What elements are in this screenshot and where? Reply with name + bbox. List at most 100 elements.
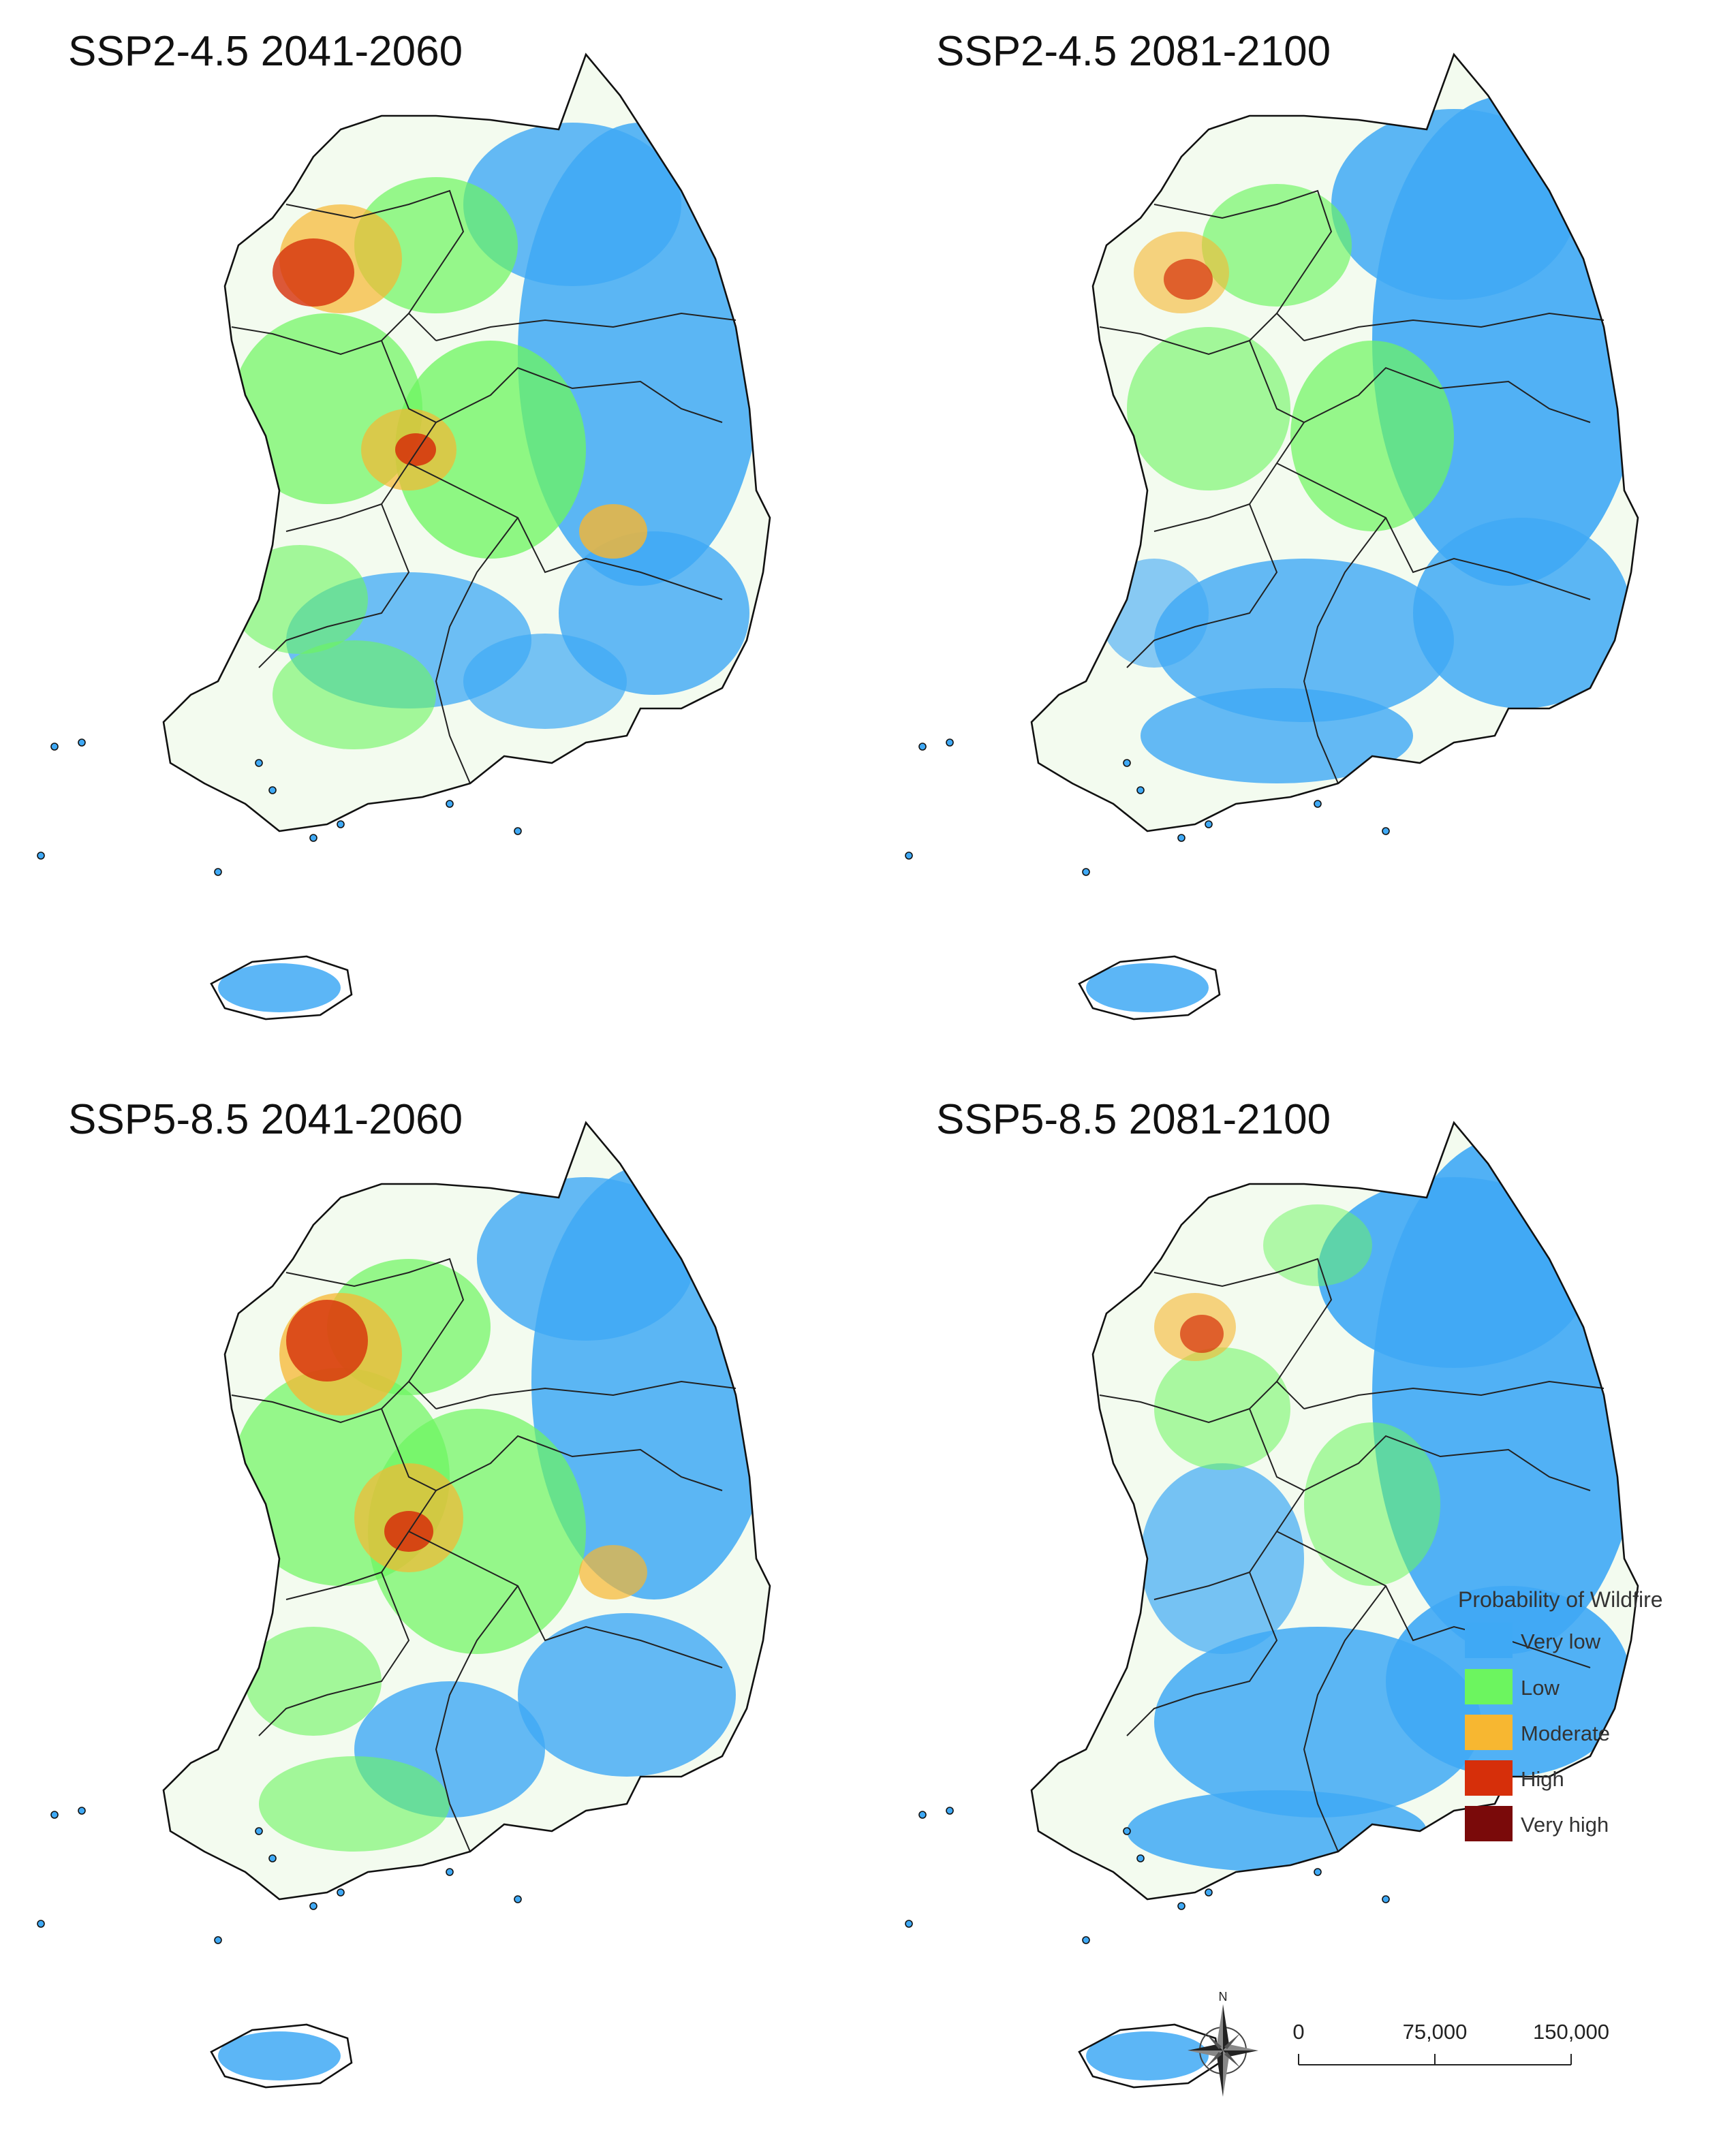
- island: [1123, 759, 1131, 767]
- legend-label: Very low: [1521, 1629, 1601, 1653]
- coastline: [162, 52, 771, 832]
- island: [1382, 827, 1390, 835]
- province-border: [1153, 189, 1333, 341]
- island: [309, 1902, 317, 1910]
- province-border: [1303, 1585, 1386, 1852]
- island: [337, 820, 345, 828]
- island: [1205, 1888, 1213, 1897]
- wildfire-map: [37, 1121, 771, 2089]
- island: [946, 738, 954, 747]
- island: [446, 1868, 454, 1876]
- legend-title: Probability of Wildfire: [1458, 1587, 1663, 1612]
- risk-zone: [232, 545, 368, 654]
- wildfire-map: [37, 52, 771, 1020]
- legend-label: Low: [1521, 1676, 1560, 1700]
- risk-zone: [1127, 327, 1290, 490]
- risk-zone: [1141, 688, 1413, 783]
- compass-rose-icon: N: [1182, 1986, 1264, 2102]
- risk-zone: [1100, 559, 1209, 668]
- risk-zone: [579, 1545, 647, 1600]
- panel-title: SSP2-4.5 2081-2100: [936, 28, 1331, 75]
- province-border: [285, 189, 465, 341]
- province-border: [435, 517, 518, 784]
- risk-zone: [1141, 1463, 1304, 1654]
- north-label: N: [1219, 1990, 1228, 2003]
- island: [514, 827, 522, 835]
- legend-swatch: [1465, 1806, 1513, 1841]
- province-border: [435, 1585, 518, 1852]
- island: [255, 759, 263, 767]
- risk-zone: [273, 640, 436, 749]
- risk-zone: [259, 1756, 450, 1852]
- island: [905, 852, 913, 860]
- province-border: [1099, 313, 1277, 356]
- province-border: [408, 1531, 723, 1668]
- island: [1177, 834, 1185, 842]
- scale-tick-label: 0: [1292, 2020, 1305, 2044]
- map-panel-ssp585-2041-2060: SSP5-8.5 2041-2060: [0, 1068, 868, 2136]
- island: [905, 1920, 913, 1928]
- panel-title: SSP5-8.5 2081-2100: [936, 1096, 1331, 1143]
- legend-label: Moderate: [1521, 1721, 1610, 1745]
- province-border: [408, 463, 723, 600]
- province-border: [1153, 1258, 1333, 1409]
- risk-zone: [1086, 963, 1209, 1012]
- coastline: [1030, 1121, 1639, 1901]
- island: [1314, 1868, 1322, 1876]
- risk-zone: [273, 238, 354, 307]
- map-panel-ssp245-2041-2060: SSP2-4.5 2041-2060: [0, 0, 868, 1068]
- risk-zone: [1127, 1790, 1427, 1872]
- wildfire-map: [905, 52, 1639, 1020]
- risk-zone: [286, 1300, 368, 1382]
- island: [1314, 800, 1322, 808]
- island: [268, 1854, 277, 1862]
- province-border: [258, 1572, 410, 1736]
- island: [50, 743, 59, 751]
- province-border: [435, 1435, 723, 1491]
- risk-zone: [218, 2031, 341, 2080]
- island: [918, 1811, 927, 1819]
- risk-zone: [1154, 1627, 1481, 1818]
- island: [1082, 1936, 1090, 1944]
- province-border: [231, 1381, 409, 1424]
- risk-zone: [477, 1177, 695, 1341]
- island: [214, 868, 222, 876]
- risk-zone: [1164, 259, 1213, 300]
- island: [446, 800, 454, 808]
- island: [309, 834, 317, 842]
- island: [268, 786, 277, 794]
- risk-zone: [395, 341, 586, 559]
- island: [1136, 1854, 1145, 1862]
- risk-zone: [1154, 559, 1454, 722]
- island: [918, 743, 927, 751]
- risk-zone: [463, 634, 627, 729]
- province-border: [1276, 463, 1591, 600]
- risk-zone: [1290, 341, 1454, 531]
- legend-swatch: [1465, 1669, 1513, 1704]
- province-border: [1303, 1380, 1605, 1409]
- jeju-coastline: [210, 955, 353, 1020]
- coastline: [1030, 52, 1639, 832]
- province-border: [1303, 366, 1591, 423]
- island: [1382, 1895, 1390, 1903]
- risk-zone: [1304, 1422, 1440, 1586]
- legend: Probability of Wildfire Very low Low Mod…: [1458, 1587, 1731, 1841]
- risk-zone: [1086, 2031, 1209, 2080]
- island: [255, 1827, 263, 1835]
- province-border: [1099, 1381, 1277, 1424]
- province-border: [1276, 1531, 1591, 1668]
- island: [1082, 868, 1090, 876]
- map-panel-ssp245-2081-2100: SSP2-4.5 2081-2100: [868, 0, 1736, 1068]
- scale-bar: 0 75,000 150,000: [1281, 2013, 1609, 2068]
- risk-zone: [579, 504, 647, 559]
- legend-swatch: [1465, 1760, 1513, 1796]
- coastline: [162, 1121, 771, 1901]
- risk-zone: [1263, 1204, 1372, 1286]
- legend-label: Very high: [1521, 1813, 1609, 1837]
- island: [50, 1811, 59, 1819]
- province-border: [1303, 1435, 1591, 1491]
- island: [514, 1895, 522, 1903]
- legend-swatch: [1465, 1623, 1513, 1658]
- risk-zone: [1318, 1177, 1590, 1368]
- province-border: [1126, 503, 1278, 668]
